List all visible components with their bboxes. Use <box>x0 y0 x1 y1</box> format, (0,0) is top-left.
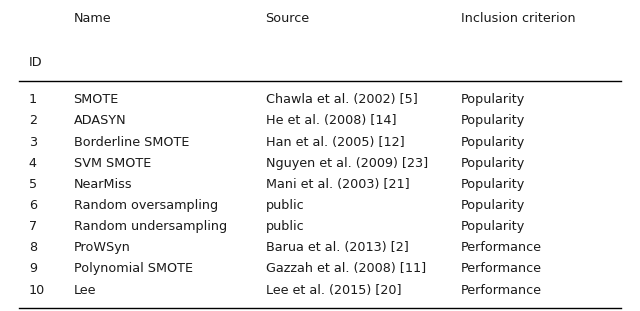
Text: 9: 9 <box>29 262 36 276</box>
Text: 1: 1 <box>29 93 37 106</box>
Text: 2: 2 <box>29 114 36 128</box>
Text: Popularity: Popularity <box>461 136 525 149</box>
Text: Gazzah et al. (2008) [11]: Gazzah et al. (2008) [11] <box>266 262 426 276</box>
Text: Barua et al. (2013) [2]: Barua et al. (2013) [2] <box>266 241 408 254</box>
Text: ADASYN: ADASYN <box>74 114 126 128</box>
Text: SMOTE: SMOTE <box>74 93 119 106</box>
Text: 4: 4 <box>29 157 36 170</box>
Text: Popularity: Popularity <box>461 178 525 191</box>
Text: Polynomial SMOTE: Polynomial SMOTE <box>74 262 193 276</box>
Text: Mani et al. (2003) [21]: Mani et al. (2003) [21] <box>266 178 409 191</box>
Text: public: public <box>266 220 304 233</box>
Text: Performance: Performance <box>461 241 542 254</box>
Text: Popularity: Popularity <box>461 220 525 233</box>
Text: Source: Source <box>266 12 310 26</box>
Text: 8: 8 <box>29 241 37 254</box>
Text: SVM SMOTE: SVM SMOTE <box>74 157 151 170</box>
Text: Random undersampling: Random undersampling <box>74 220 227 233</box>
Text: 5: 5 <box>29 178 37 191</box>
Text: ProWSyn: ProWSyn <box>74 241 131 254</box>
Text: ID: ID <box>29 56 42 69</box>
Text: Performance: Performance <box>461 262 542 276</box>
Text: public: public <box>266 199 304 212</box>
Text: Nguyen et al. (2009) [23]: Nguyen et al. (2009) [23] <box>266 157 428 170</box>
Text: 10: 10 <box>29 284 45 297</box>
Text: 3: 3 <box>29 136 37 149</box>
Text: Popularity: Popularity <box>461 157 525 170</box>
Text: NearMiss: NearMiss <box>74 178 132 191</box>
Text: Lee et al. (2015) [20]: Lee et al. (2015) [20] <box>266 284 401 297</box>
Text: Name: Name <box>74 12 111 26</box>
Text: Random oversampling: Random oversampling <box>74 199 218 212</box>
Text: Popularity: Popularity <box>461 93 525 106</box>
Text: Popularity: Popularity <box>461 114 525 128</box>
Text: Chawla et al. (2002) [5]: Chawla et al. (2002) [5] <box>266 93 417 106</box>
Text: 6: 6 <box>29 199 36 212</box>
Text: He et al. (2008) [14]: He et al. (2008) [14] <box>266 114 396 128</box>
Text: Performance: Performance <box>461 284 542 297</box>
Text: Lee: Lee <box>74 284 96 297</box>
Text: Borderline SMOTE: Borderline SMOTE <box>74 136 189 149</box>
Text: Inclusion criterion: Inclusion criterion <box>461 12 575 26</box>
Text: 7: 7 <box>29 220 37 233</box>
Text: Han et al. (2005) [12]: Han et al. (2005) [12] <box>266 136 404 149</box>
Text: Popularity: Popularity <box>461 199 525 212</box>
